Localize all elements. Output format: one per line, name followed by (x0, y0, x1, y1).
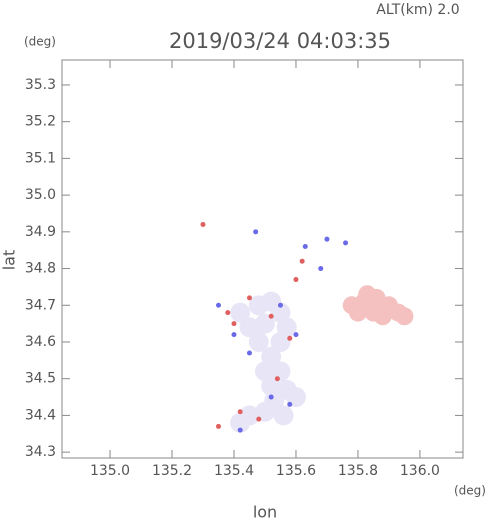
radar-echo (225, 310, 231, 316)
radar-echo (273, 405, 294, 426)
radar-echo (268, 313, 274, 319)
radar-echo (287, 401, 293, 407)
x-tick-label: 135.4 (214, 463, 254, 479)
radar-echo (302, 244, 308, 250)
radar-echo (373, 307, 392, 326)
y-tick-label: 35.0 (25, 187, 56, 203)
radar-echo (246, 295, 252, 301)
radar-echo (246, 350, 252, 356)
radar-echo (343, 240, 349, 246)
radar-echo (358, 285, 377, 304)
y-tick-label: 34.6 (25, 334, 56, 350)
chart-title: 2019/03/24 04:03:35 (169, 29, 391, 53)
radar-echo (270, 361, 291, 382)
x-unit: (deg) (454, 484, 486, 498)
x-axis-label: lon (253, 503, 277, 521)
radar-echo (254, 401, 275, 422)
radar-echo (215, 423, 221, 429)
x-tick-label: 136.0 (400, 463, 440, 479)
radar-echo (237, 427, 243, 433)
radar-echo (268, 394, 274, 400)
y-tick-label: 34.4 (25, 407, 56, 423)
radar-echo (293, 332, 299, 338)
radar-echo (395, 307, 414, 326)
radar-echo (293, 277, 299, 283)
radar-echo (231, 332, 237, 338)
x-tick-label: 135.6 (276, 463, 316, 479)
y-tick-label: 35.1 (25, 150, 56, 166)
radar-echo (215, 302, 221, 308)
y-tick-label: 35.3 (25, 77, 56, 93)
radar-echo (231, 321, 237, 327)
radar-echo (230, 302, 251, 323)
radar-echo (256, 416, 262, 422)
radar-echo (248, 331, 269, 352)
radar-echo (274, 376, 280, 382)
radar-echo (270, 331, 291, 352)
radar-echo (200, 221, 206, 227)
plot-frame (61, 59, 464, 459)
radar-echo (287, 335, 293, 341)
radar-echo (324, 236, 330, 242)
x-tick-label: 135.0 (90, 463, 130, 479)
radar-echo (348, 303, 367, 322)
y-tick-label: 34.3 (25, 444, 56, 460)
radar-echo (253, 229, 259, 235)
radar-echo (237, 409, 243, 415)
y-tick-label: 34.5 (25, 371, 56, 387)
radar-echo (299, 258, 305, 264)
y-tick-label: 35.2 (25, 114, 56, 130)
y-axis-label: lat (0, 250, 19, 271)
x-tick-label: 135.8 (338, 463, 378, 479)
x-tick-label: 135.2 (152, 463, 192, 479)
radar-echo (318, 266, 324, 272)
radar-echo (254, 313, 275, 334)
y-tick-label: 34.7 (25, 297, 56, 313)
altitude-label: ALT(km) 2.0 (376, 2, 459, 18)
y-tick-label: 34.8 (25, 261, 56, 277)
y-unit: (deg) (24, 35, 56, 49)
radar-echo (285, 387, 306, 408)
radar-echo (239, 317, 260, 338)
radar-echo (230, 412, 251, 433)
y-tick-label: 34.9 (25, 224, 56, 240)
radar-echo (277, 302, 283, 308)
